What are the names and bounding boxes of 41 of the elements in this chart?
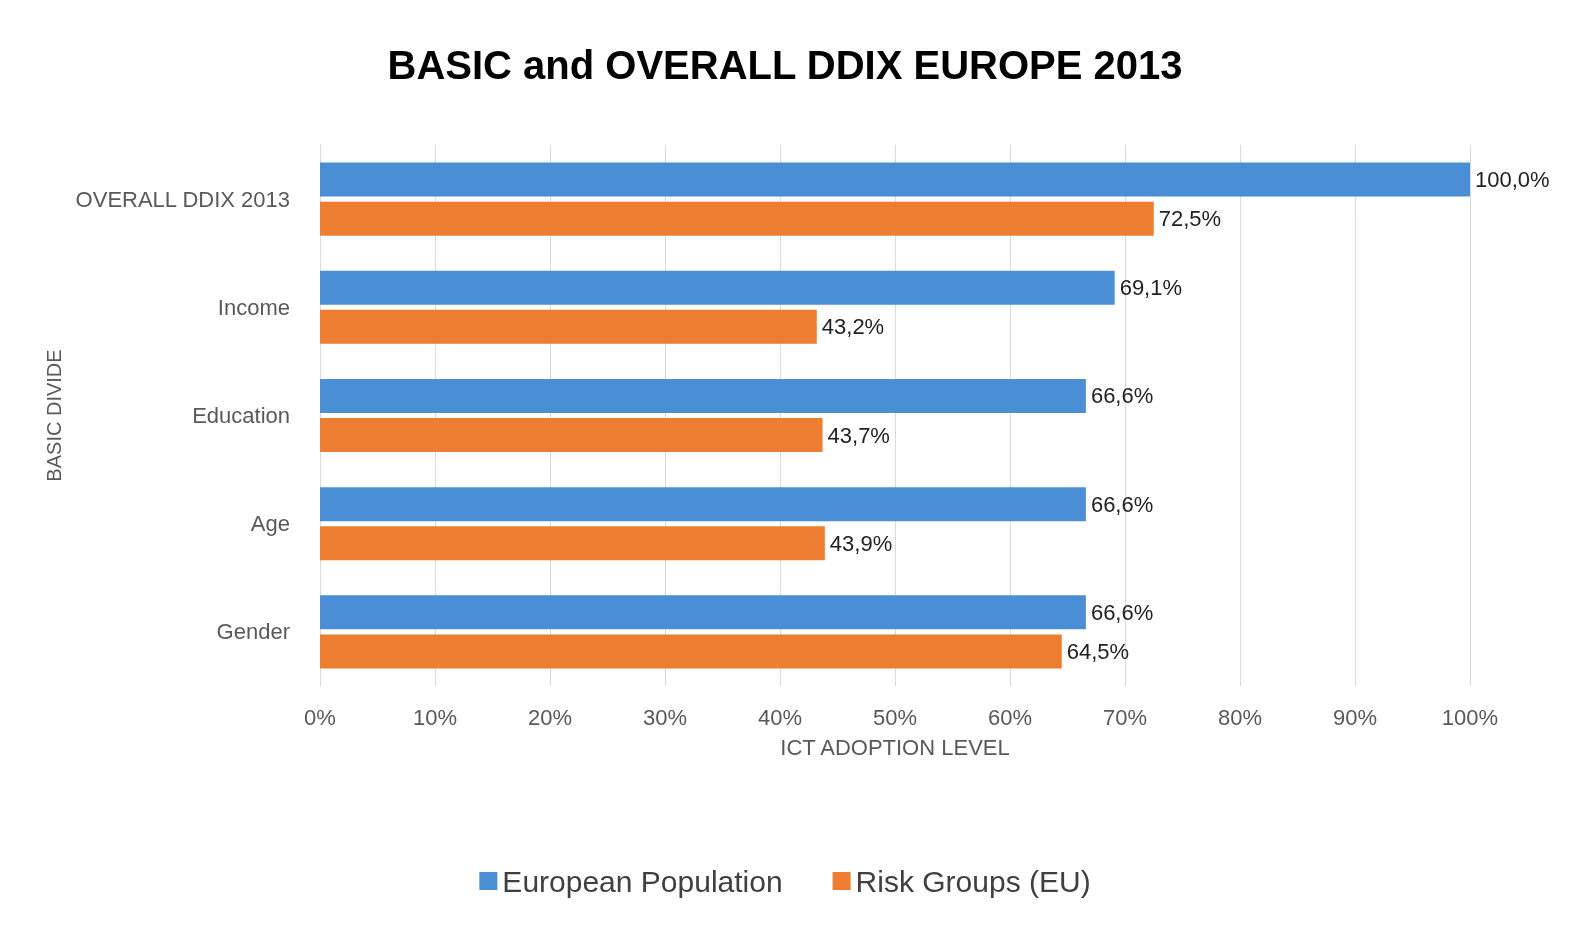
- x-tick-label: 70%: [1102, 704, 1148, 730]
- bar: [320, 201, 1154, 236]
- legend-label: Risk Groups (EU): [855, 864, 1091, 898]
- x-tick-label: 50%: [872, 704, 918, 730]
- bar: [320, 487, 1086, 522]
- data-label: 43,2%: [821, 314, 885, 340]
- data-label: 64,5%: [1066, 638, 1130, 664]
- bar: [320, 378, 1086, 413]
- bar: [320, 309, 817, 344]
- y-axis-title: BASIC DIVIDE: [42, 349, 65, 482]
- data-label: 43,7%: [827, 422, 890, 448]
- data-label: 100,0%: [1475, 167, 1550, 193]
- y-tick-label: OVERALL DDIX 2013: [75, 186, 290, 212]
- x-tick-label: 0%: [304, 704, 336, 730]
- bar: [320, 634, 1062, 669]
- y-tick-label: Education: [192, 403, 290, 428]
- bar: [320, 595, 1086, 630]
- bar: [320, 418, 823, 453]
- x-tick-label: 60%: [987, 704, 1033, 730]
- data-label: 66,6%: [1090, 599, 1154, 625]
- legend-label: European Population: [502, 864, 783, 898]
- x-tick-label: 40%: [757, 704, 803, 730]
- data-label: 66,6%: [1090, 491, 1154, 517]
- data-label: 72,5%: [1158, 206, 1222, 232]
- y-tick-label: Gender: [216, 619, 290, 645]
- x-tick-label: 30%: [642, 704, 688, 730]
- bar: [320, 526, 825, 561]
- y-tick-label: Income: [217, 294, 290, 320]
- x-tick-label: 80%: [1217, 704, 1263, 730]
- x-tick-label: 20%: [527, 704, 573, 730]
- chart-title: BASIC and OVERALL DDIX EUROPE 2013: [387, 43, 1183, 87]
- x-tick-label: 100%: [1441, 704, 1499, 730]
- bar: [320, 270, 1115, 305]
- data-label: 66,6%: [1090, 383, 1154, 409]
- y-tick-label: Age: [250, 511, 290, 537]
- data-label: 69,1%: [1119, 275, 1183, 301]
- x-tick-label: 90%: [1332, 704, 1378, 730]
- x-tick-label: 10%: [412, 704, 458, 730]
- x-axis-title: ICT ADOPTION LEVEL: [780, 734, 1010, 760]
- data-label: 43,9%: [829, 530, 893, 556]
- bar: [320, 162, 1470, 197]
